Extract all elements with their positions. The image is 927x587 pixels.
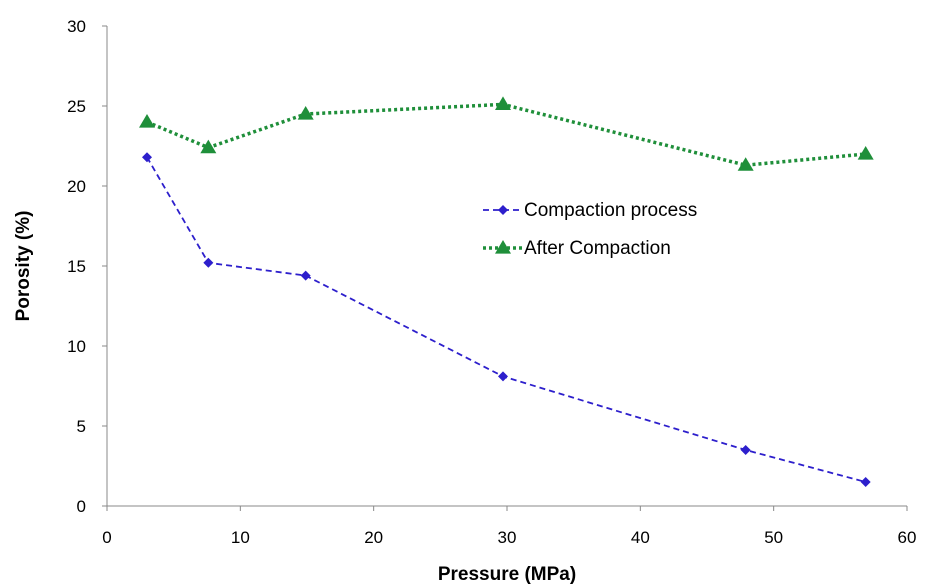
data-point [737, 157, 754, 171]
data-point [297, 106, 314, 120]
y-tick-label: 15 [67, 257, 86, 276]
y-tick-label: 0 [77, 497, 86, 516]
series-0 [142, 152, 871, 487]
series-1 [139, 96, 874, 171]
series-layer [139, 96, 874, 487]
series-line [146, 102, 866, 167]
data-point [139, 114, 155, 128]
y-tick-label: 20 [67, 177, 86, 196]
data-point [203, 257, 214, 268]
legend: Compaction process After Compaction [483, 200, 697, 259]
data-point [142, 152, 152, 163]
legend-label: Compaction process [524, 200, 697, 221]
x-tick-label: 10 [231, 528, 250, 547]
y-axis-title: Porosity (%) [13, 211, 34, 322]
data-point [200, 139, 217, 154]
x-axis-title: Pressure (MPa) [438, 564, 576, 585]
data-point [495, 96, 511, 110]
data-point [740, 445, 751, 455]
legend-swatch-marker [495, 240, 511, 254]
data-point [498, 371, 508, 382]
legend-swatch-marker [498, 205, 508, 215]
x-tick-label: 20 [364, 528, 383, 547]
y-tick-label: 10 [67, 337, 86, 356]
data-point [857, 146, 874, 160]
x-tick-label: 40 [631, 528, 650, 547]
x-tick-label: 60 [898, 528, 917, 547]
y-tick-label: 30 [67, 17, 86, 36]
x-tick-label: 50 [764, 528, 783, 547]
series-line [146, 156, 866, 483]
y-tick-label: 5 [77, 417, 86, 436]
x-tick-label: 0 [102, 528, 111, 547]
data-point [860, 477, 871, 487]
y-tick-label: 25 [67, 97, 86, 116]
data-point [300, 270, 311, 281]
x-tick-label: 30 [498, 528, 517, 547]
ticks: 0 5 10 15 20 25 30 0 10 20 30 40 50 60 [67, 17, 916, 547]
legend-label: After Compaction [524, 238, 671, 259]
